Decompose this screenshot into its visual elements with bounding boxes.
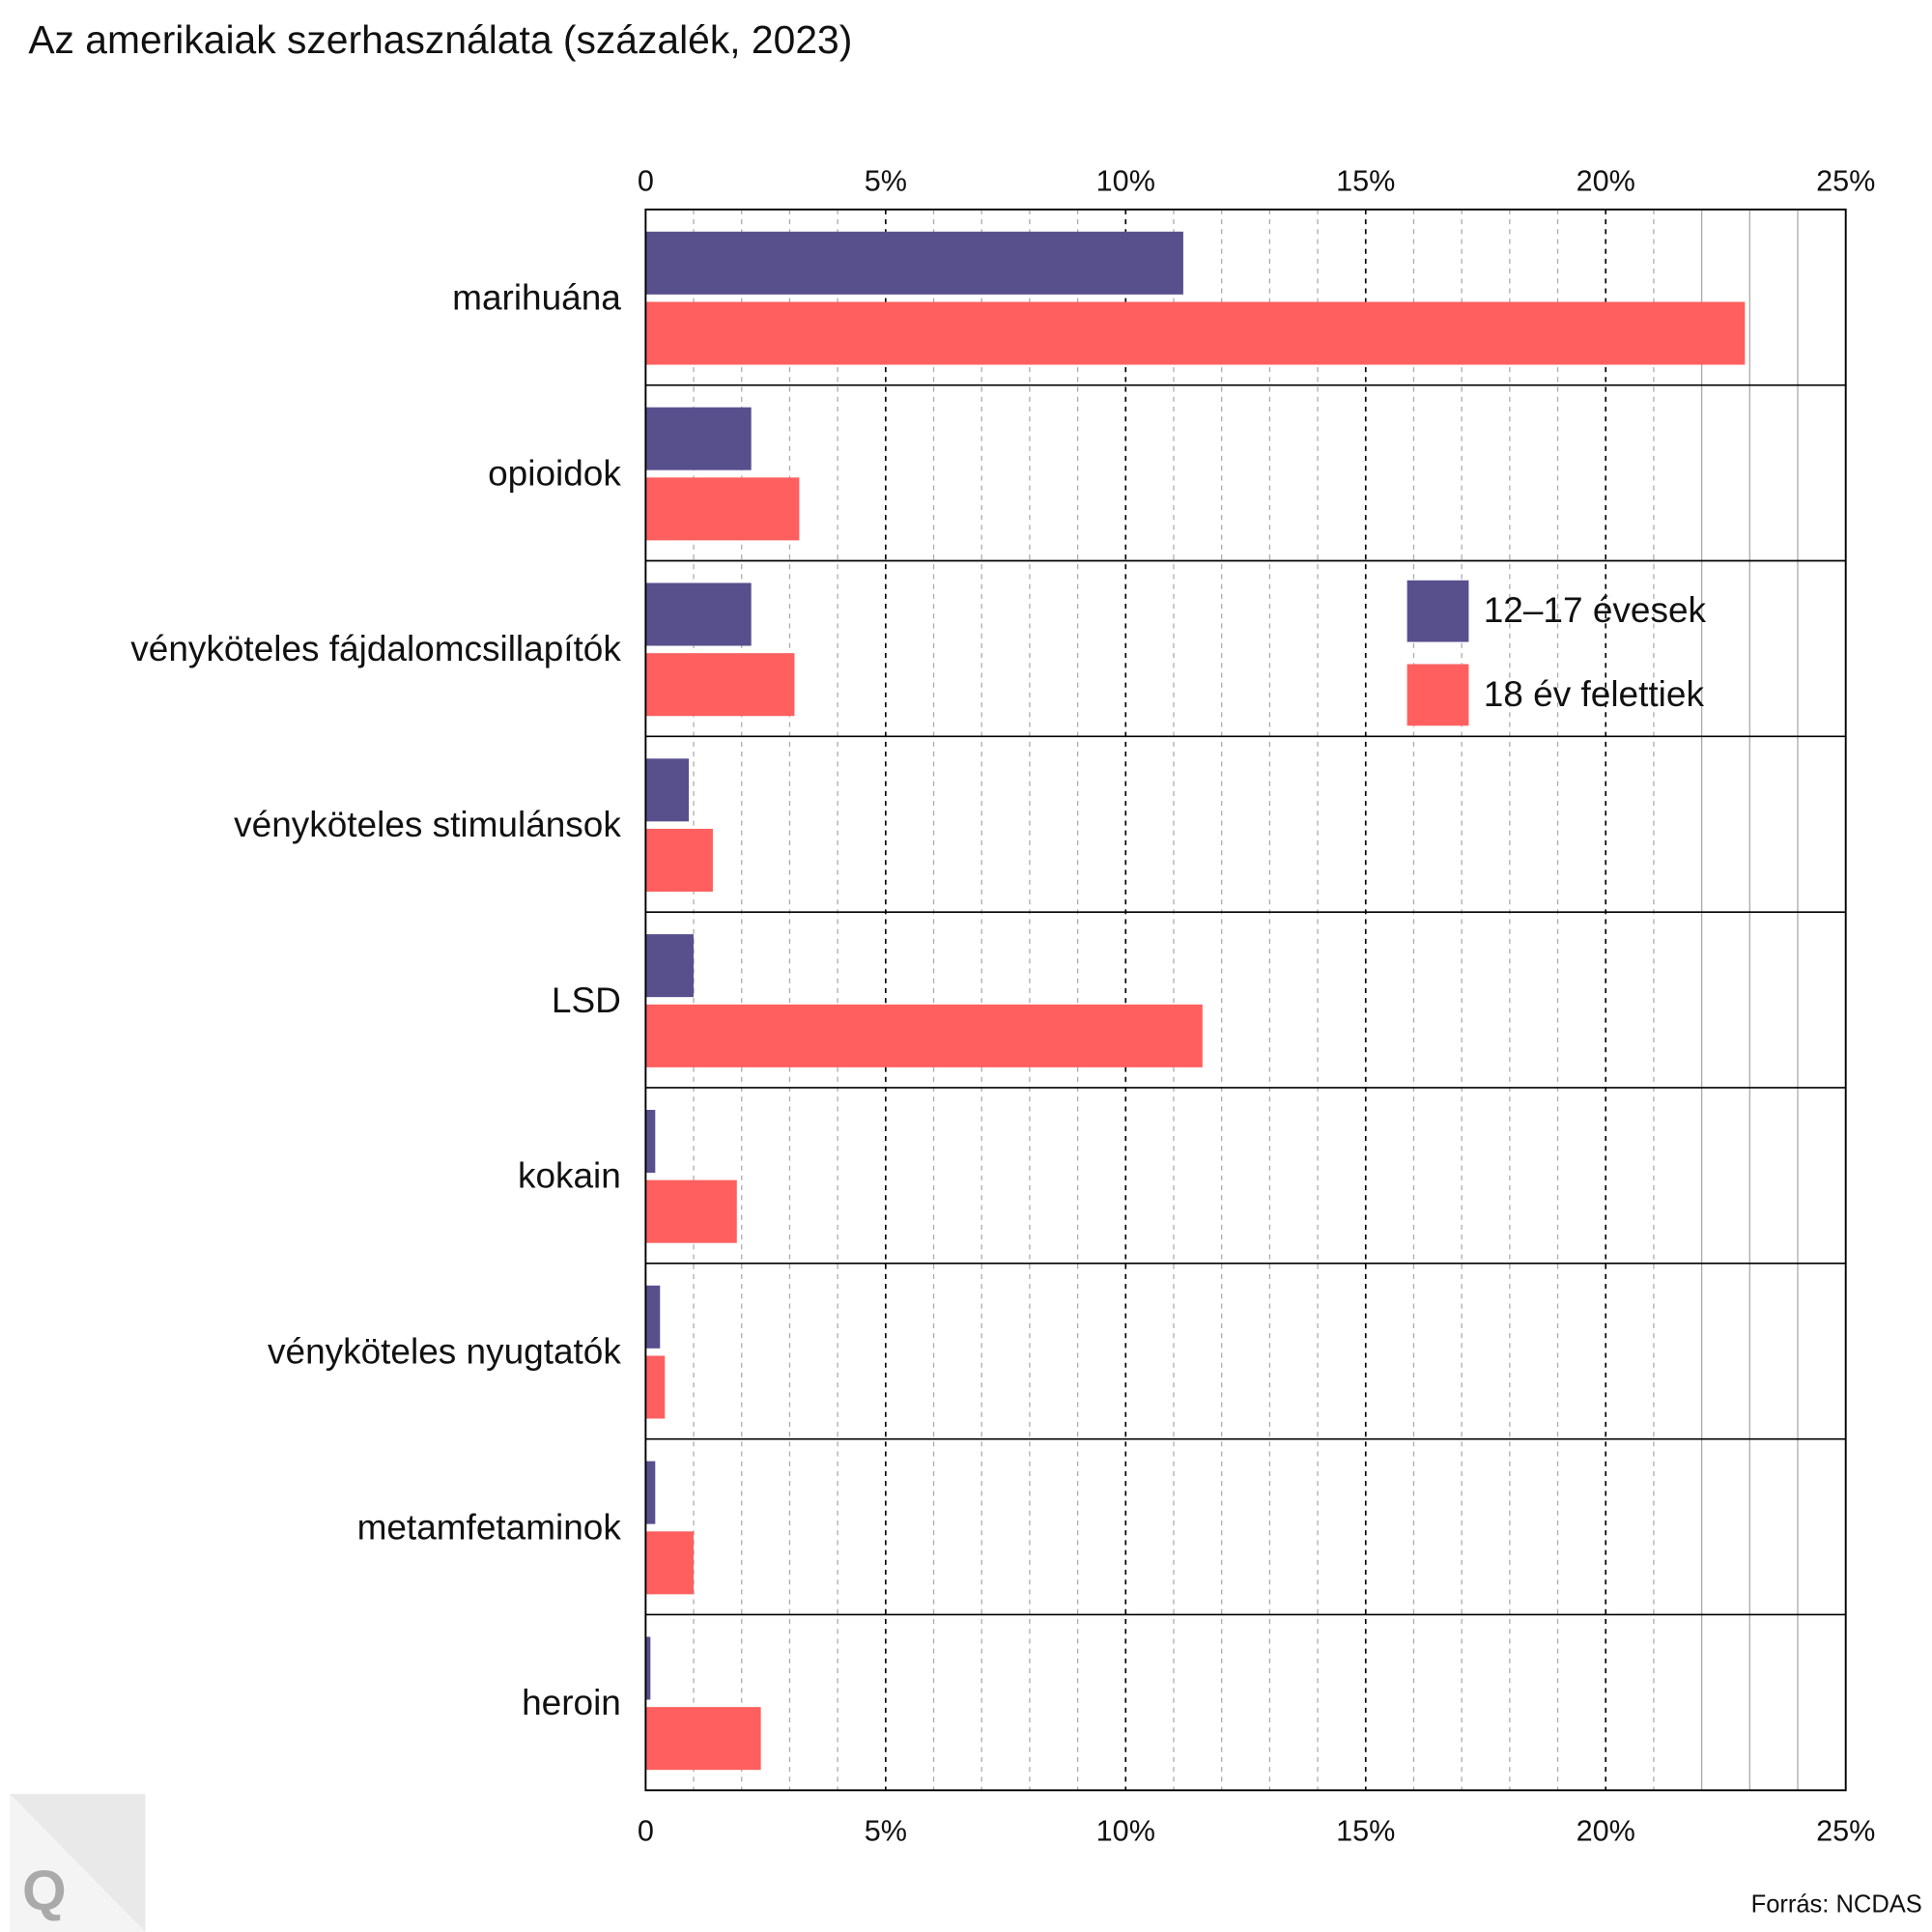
bar-youth [645, 1285, 661, 1349]
x-tick-label-bottom: 25% [1816, 1815, 1875, 1848]
category-label: LSD [552, 980, 621, 1020]
bar-youth [645, 1636, 651, 1700]
category-label: vényköteles nyugtatók [268, 1331, 621, 1371]
logo-text: Q [22, 1860, 67, 1922]
x-tick-label-top: 15% [1336, 165, 1395, 198]
bar-youth [645, 582, 752, 646]
category-label: vényköteles fájdalomcsillapítók [130, 629, 621, 668]
category-label: metamfetaminok [357, 1507, 622, 1547]
category-label: heroin [522, 1683, 621, 1722]
legend-label: 18 év felettiek [1483, 674, 1704, 715]
category-label: kokain [518, 1156, 621, 1196]
plot-frame [644, 208, 1847, 1792]
bar-adult [645, 1531, 695, 1595]
category-label: vényköteles stimulánsok [234, 805, 621, 844]
bar-adult [645, 301, 1746, 365]
x-tick-label-bottom: 0 [638, 1815, 654, 1848]
x-tick-label-bottom: 15% [1336, 1815, 1395, 1848]
x-tick-label-top: 25% [1816, 165, 1875, 198]
bar-youth [645, 407, 752, 470]
bar-adult [645, 1707, 761, 1771]
legend-label: 12–17 évesek [1483, 590, 1707, 631]
bar-adult [645, 477, 800, 541]
bar-adult [645, 1004, 1203, 1067]
bar-youth [645, 1109, 656, 1173]
bar-youth [645, 231, 1183, 295]
bar-adult [645, 828, 713, 893]
chart-title: Az amerikaiak szerhasználata (százalék, … [28, 16, 853, 62]
x-tick-label-top: 0 [638, 165, 654, 198]
legend-swatch [1406, 580, 1469, 642]
bar-youth [645, 758, 690, 822]
bar-adult [645, 1179, 737, 1243]
category-label: marihuána [452, 278, 621, 318]
legend-item-youth: 12–17 évesek [1406, 580, 1707, 642]
category-label: opioidok [488, 453, 621, 493]
x-tick-label-bottom: 5% [865, 1815, 907, 1848]
x-tick-label-bottom: 20% [1577, 1815, 1635, 1848]
legend-item-adult: 18 év felettiek [1406, 664, 1704, 726]
x-tick-label-top: 5% [865, 165, 907, 198]
bar-adult [645, 653, 795, 717]
x-tick-label-bottom: 10% [1096, 1815, 1155, 1848]
x-tick-label-top: 10% [1096, 165, 1155, 198]
bar-youth [645, 1461, 656, 1524]
legend-swatch [1406, 664, 1469, 726]
x-tick-label-top: 20% [1577, 165, 1635, 198]
bar-adult [645, 1355, 666, 1419]
source-note: Forrás: NCDAS [1750, 1890, 1922, 1918]
bar-youth [645, 934, 695, 998]
